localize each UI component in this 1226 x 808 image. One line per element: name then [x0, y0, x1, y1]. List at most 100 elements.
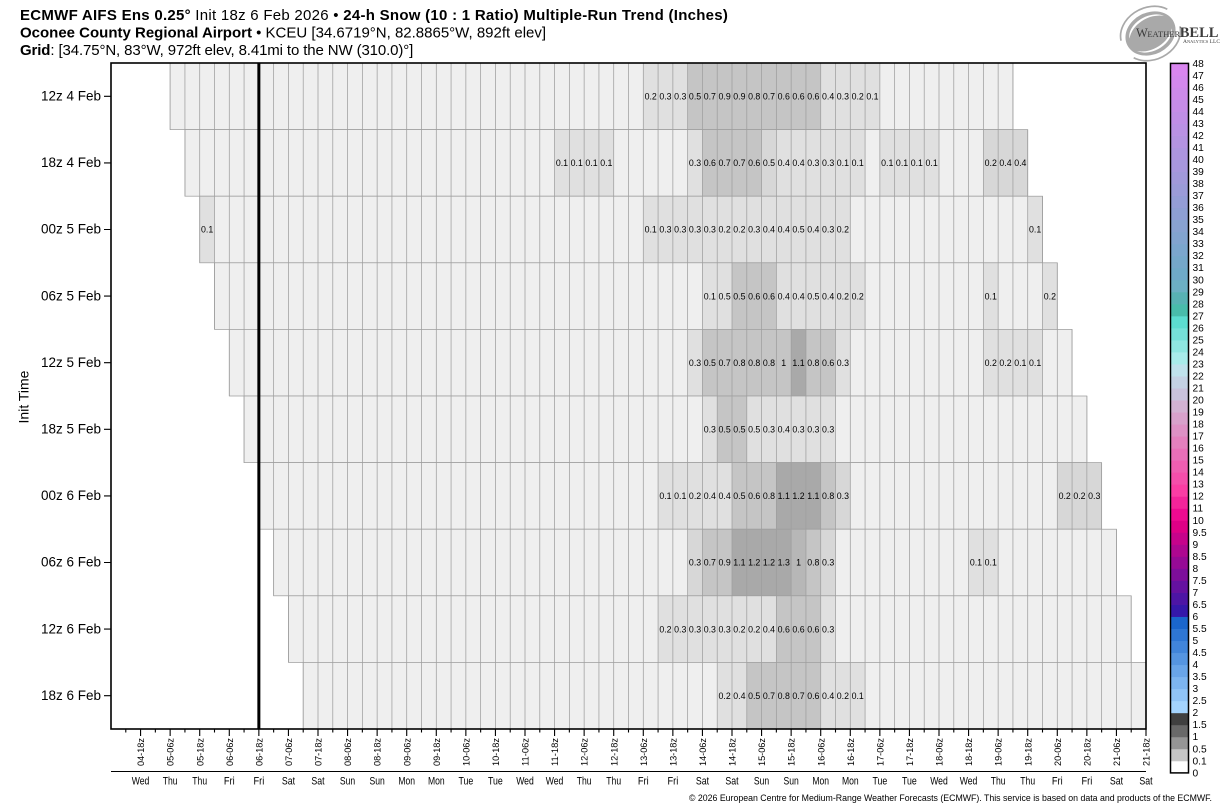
svg-text:0.5: 0.5	[704, 358, 716, 368]
svg-text:0.3: 0.3	[792, 425, 804, 435]
svg-text:28: 28	[1193, 299, 1205, 310]
svg-text:0.6: 0.6	[748, 491, 760, 501]
svg-text:04-18z: 04-18z	[136, 738, 147, 766]
svg-text:0.2: 0.2	[689, 491, 701, 501]
svg-text:ANALYTICS LLC: ANALYTICS LLC	[1183, 39, 1220, 45]
svg-text:0.3: 0.3	[837, 491, 849, 501]
svg-text:10-06z: 10-06z	[461, 738, 472, 766]
svg-text:06z 6 Feb: 06z 6 Feb	[41, 555, 101, 570]
svg-text:0.3: 0.3	[763, 425, 775, 435]
svg-text:Wed: Wed	[546, 776, 564, 788]
svg-text:0.5: 0.5	[733, 491, 745, 501]
svg-text:36: 36	[1193, 203, 1205, 214]
svg-text:18-18z: 18-18z	[964, 738, 975, 766]
svg-text:0.3: 0.3	[837, 92, 849, 102]
svg-text:9.5: 9.5	[1193, 528, 1207, 539]
svg-text:3.5: 3.5	[1193, 672, 1207, 683]
svg-text:31: 31	[1193, 263, 1205, 274]
svg-text:18-06z: 18-06z	[935, 738, 946, 766]
svg-text:ECMWF AIFS Ens 0.25° Init 18z: ECMWF AIFS Ens 0.25° Init 18z 6 Feb 2026…	[20, 7, 728, 24]
svg-text:0.1: 0.1	[970, 558, 982, 568]
svg-text:Thu: Thu	[192, 776, 207, 788]
svg-text:Thu: Thu	[577, 776, 592, 788]
svg-text:39: 39	[1193, 167, 1205, 178]
svg-text:0.1: 0.1	[1193, 756, 1207, 767]
svg-text:7.5: 7.5	[1193, 576, 1207, 587]
svg-text:0.5: 0.5	[763, 158, 775, 168]
svg-text:45: 45	[1193, 95, 1205, 106]
svg-text:0.5: 0.5	[748, 691, 760, 701]
svg-text:0.1: 0.1	[585, 158, 597, 168]
svg-text:0.1: 0.1	[645, 225, 657, 235]
svg-text:0.3: 0.3	[704, 425, 716, 435]
svg-text:20: 20	[1193, 396, 1205, 407]
svg-text:16-18z: 16-18z	[846, 738, 857, 766]
svg-text:26: 26	[1193, 323, 1205, 334]
svg-text:00z 5 Feb: 00z 5 Feb	[41, 222, 101, 237]
svg-text:19: 19	[1193, 408, 1205, 419]
svg-text:0.1: 0.1	[852, 158, 864, 168]
svg-text:10-18z: 10-18z	[491, 738, 502, 766]
svg-text:Wed: Wed	[132, 776, 150, 788]
svg-text:27: 27	[1193, 311, 1205, 322]
svg-text:2: 2	[1193, 708, 1199, 719]
svg-text:19-06z: 19-06z	[994, 738, 1005, 766]
svg-text:0.7: 0.7	[718, 358, 730, 368]
svg-text:Sun: Sun	[754, 776, 769, 788]
svg-text:0.9: 0.9	[718, 558, 730, 568]
svg-text:0.4: 0.4	[778, 291, 790, 301]
svg-text:1.5: 1.5	[1193, 720, 1207, 731]
svg-text:0.3: 0.3	[659, 92, 671, 102]
svg-text:Tue: Tue	[872, 776, 887, 788]
svg-text:09-18z: 09-18z	[432, 738, 443, 766]
svg-text:08-18z: 08-18z	[373, 738, 384, 766]
svg-text:42: 42	[1193, 131, 1205, 142]
svg-text:8.5: 8.5	[1193, 552, 1207, 563]
svg-text:0.2: 0.2	[733, 225, 745, 235]
svg-text:05-18z: 05-18z	[195, 738, 206, 766]
svg-text:0.2: 0.2	[837, 291, 849, 301]
svg-text:11: 11	[1193, 504, 1204, 515]
svg-text:Mon: Mon	[842, 776, 859, 788]
svg-text:0.3: 0.3	[704, 624, 716, 634]
svg-text:0.4: 0.4	[778, 225, 790, 235]
svg-text:Mon: Mon	[812, 776, 829, 788]
svg-text:1.1: 1.1	[807, 491, 819, 501]
svg-text:05-06z: 05-06z	[166, 738, 177, 766]
svg-text:29: 29	[1193, 287, 1205, 298]
svg-text:0.2: 0.2	[733, 624, 745, 634]
svg-text:Sat: Sat	[696, 776, 709, 788]
svg-text:34: 34	[1193, 227, 1205, 238]
svg-text:14-06z: 14-06z	[698, 738, 709, 766]
svg-text:0.1: 0.1	[896, 158, 908, 168]
svg-text:0.2: 0.2	[999, 358, 1011, 368]
svg-text:0.2: 0.2	[852, 92, 864, 102]
svg-text:0.4: 0.4	[778, 425, 790, 435]
svg-text:48: 48	[1193, 59, 1205, 70]
svg-text:0.3: 0.3	[748, 225, 760, 235]
svg-text:1: 1	[1193, 732, 1199, 743]
svg-text:Fri: Fri	[667, 776, 678, 788]
svg-text:12z 6 Feb: 12z 6 Feb	[41, 621, 101, 636]
svg-text:0.2: 0.2	[1073, 491, 1085, 501]
svg-text:16-06z: 16-06z	[816, 738, 827, 766]
svg-text:0.3: 0.3	[822, 425, 834, 435]
svg-text:0.6: 0.6	[807, 624, 819, 634]
svg-text:0.3: 0.3	[674, 225, 686, 235]
svg-text:Thu: Thu	[1020, 776, 1035, 788]
svg-text:0.2: 0.2	[837, 225, 849, 235]
svg-text:0.3: 0.3	[807, 158, 819, 168]
svg-text:0.4: 0.4	[807, 225, 819, 235]
svg-text:8: 8	[1193, 564, 1199, 575]
svg-text:0.3: 0.3	[689, 624, 701, 634]
svg-text:44: 44	[1193, 107, 1205, 118]
svg-text:0.3: 0.3	[822, 225, 834, 235]
svg-text:0.3: 0.3	[674, 624, 686, 634]
svg-text:0.5: 0.5	[733, 425, 745, 435]
svg-text:1.1: 1.1	[778, 491, 790, 501]
svg-text:0.5: 0.5	[807, 291, 819, 301]
svg-text:32: 32	[1193, 251, 1205, 262]
svg-text:38: 38	[1193, 179, 1205, 190]
svg-text:1.2: 1.2	[792, 491, 804, 501]
svg-text:0.4: 0.4	[792, 291, 804, 301]
